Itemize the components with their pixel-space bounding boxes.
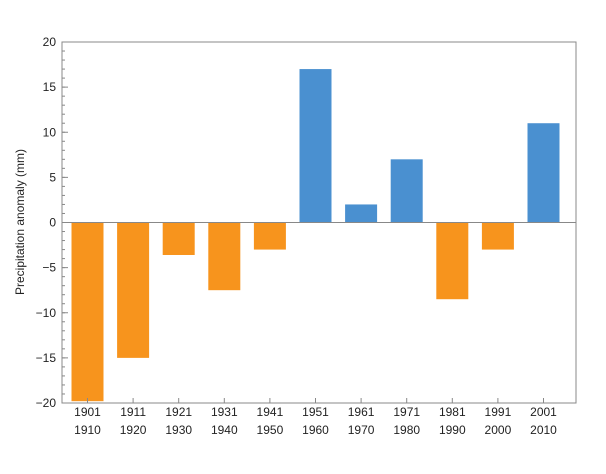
bar — [299, 69, 332, 223]
x-tick-label-end: 1920 — [120, 423, 147, 437]
x-tick-label-end: 2010 — [530, 423, 557, 437]
y-tick-label: −5 — [42, 261, 56, 275]
x-tick-label-end: 1980 — [393, 423, 420, 437]
bar — [345, 204, 378, 223]
bar — [436, 222, 469, 300]
y-tick-label: −10 — [36, 306, 57, 320]
y-tick-label: 5 — [49, 170, 56, 184]
bar — [527, 123, 560, 223]
bar — [162, 222, 195, 255]
x-tick-label-start: 1921 — [165, 405, 192, 419]
x-tick-label-end: 1930 — [165, 423, 192, 437]
x-tick-label-end: 1910 — [74, 423, 101, 437]
bar — [481, 222, 514, 250]
y-tick-label: 0 — [49, 216, 56, 230]
x-tick-label-start: 1961 — [348, 405, 375, 419]
x-tick-label-end: 1940 — [211, 423, 238, 437]
bar — [71, 222, 104, 402]
x-tick-label-start: 1911 — [120, 405, 146, 419]
x-tick-label-start: 1951 — [302, 405, 329, 419]
y-tick-label: −15 — [36, 351, 57, 365]
x-tick-label-end: 1960 — [302, 423, 329, 437]
x-tick-label-end: 1950 — [257, 423, 284, 437]
x-tick-label-start: 1901 — [74, 405, 101, 419]
y-minor-ticks — [62, 41, 65, 404]
bar — [117, 222, 150, 358]
y-tick-label: 10 — [43, 125, 57, 139]
y-axis-ticks: 20 15 10 5 0 −5 −10 −15 −20 — [36, 35, 68, 410]
bars — [71, 69, 560, 402]
x-tick-label-start: 1991 — [485, 405, 512, 419]
bar — [253, 222, 286, 250]
x-tick-label-start: 1931 — [211, 405, 238, 419]
y-tick-label: 15 — [43, 80, 57, 94]
y-tick-label: −20 — [36, 396, 57, 410]
y-tick-label: 20 — [43, 35, 57, 49]
x-tick-label-start: 1941 — [257, 405, 284, 419]
x-tick-label-start: 1971 — [393, 405, 420, 419]
x-tick-label-end: 2000 — [485, 423, 512, 437]
bar — [390, 159, 423, 223]
x-tick-label-start: 1981 — [439, 405, 466, 419]
x-tick-label-start: 2001 — [530, 405, 557, 419]
y-axis-label: Precipitation anomaly (mm) — [13, 149, 27, 295]
bar — [208, 222, 241, 291]
x-axis-ticks: 1901 1910 1911 1920 1921 1930 1931 1940 1941 1950… — [74, 398, 557, 437]
x-tick-label-end: 1990 — [439, 423, 466, 437]
x-tick-label-end: 1970 — [348, 423, 375, 437]
